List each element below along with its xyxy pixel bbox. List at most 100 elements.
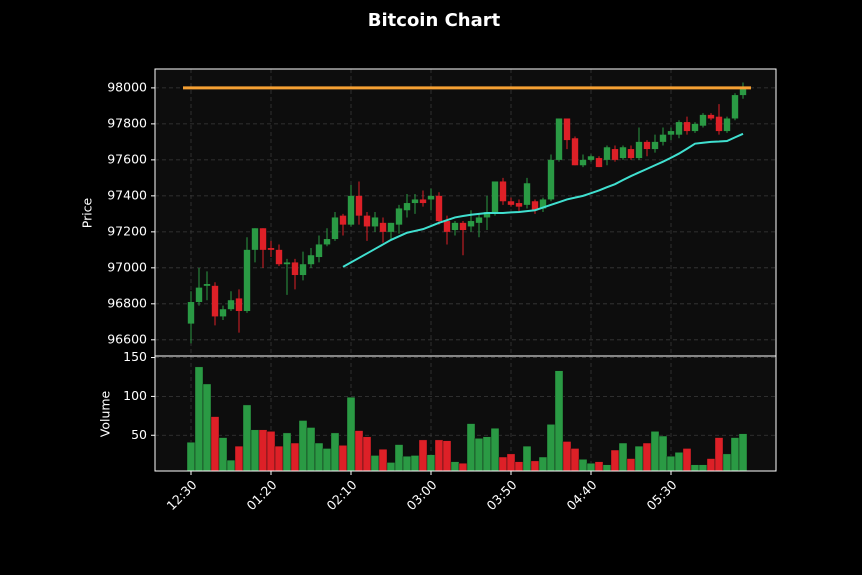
volume-bar [298, 420, 308, 472]
candle-body [475, 217, 483, 223]
volume-bar [490, 428, 500, 472]
volume-frame [154, 355, 777, 472]
y-tick-label: 97400 [107, 187, 147, 202]
volume-bar [514, 461, 524, 472]
candle-body [443, 221, 451, 232]
volume-bar [458, 463, 468, 472]
candle-body [547, 159, 555, 200]
candle-body [731, 95, 739, 119]
candle-body [627, 149, 635, 159]
candle-body [275, 249, 283, 265]
volume-bar [346, 396, 356, 472]
volume-bar [386, 462, 396, 472]
candle-body [379, 222, 387, 232]
volume-bar [658, 435, 668, 472]
candle-body [435, 195, 443, 222]
candle-body [299, 264, 307, 276]
candle-body [539, 199, 547, 209]
volume-bar [306, 427, 316, 472]
volume-bar [706, 458, 716, 472]
volume-bar [538, 456, 548, 472]
y-tick-label: 50 [131, 427, 147, 442]
candle-body [571, 138, 579, 166]
volume-bar [218, 437, 228, 472]
candle-body [643, 141, 651, 150]
volume-bar [698, 464, 708, 472]
candle-body [395, 208, 403, 225]
y-tick-label: 97800 [107, 115, 147, 130]
volume-bar [570, 448, 580, 472]
candle-body [195, 287, 203, 303]
candle-body [611, 149, 619, 160]
candle-body [187, 302, 195, 324]
volume-bar [610, 449, 620, 472]
volume-bar [418, 439, 428, 472]
volume-bar [522, 445, 532, 472]
volume-bar [242, 404, 252, 472]
candle-body [691, 123, 699, 132]
candle-body [699, 114, 707, 126]
candle-body [363, 215, 371, 227]
candle-body [587, 156, 595, 160]
volume-bar [410, 455, 420, 472]
volume-bar [210, 416, 220, 472]
candle-body [739, 87, 747, 96]
volume-bar [618, 442, 628, 472]
candle-body [467, 221, 475, 227]
volume-bar [226, 459, 236, 472]
volume-bar [634, 445, 644, 472]
volume-bar [322, 448, 332, 472]
candle-body [595, 158, 603, 168]
candle-body [619, 147, 627, 159]
candle-body [315, 244, 323, 258]
y-tick-label: 96600 [107, 331, 147, 346]
volume-bar [482, 436, 492, 472]
volume-bar [250, 429, 260, 472]
candle-body [203, 284, 211, 286]
candle-body [603, 147, 611, 160]
chart-title: Bitcoin Chart [368, 10, 501, 31]
candle-body [659, 134, 667, 142]
volume-bar [586, 463, 596, 472]
volume-bar [474, 438, 484, 472]
volume-bar [314, 442, 324, 472]
candle-body [515, 203, 523, 207]
candle-body [707, 114, 715, 119]
candle-body [491, 181, 499, 213]
volume-bar [330, 432, 340, 472]
candle-body [211, 285, 219, 317]
candle-body [563, 118, 571, 141]
volume-bar [642, 442, 652, 472]
candle-body [283, 262, 291, 265]
volume-bar [354, 430, 364, 472]
y-tick-label: 96800 [107, 295, 147, 310]
volume-axis-label: Volume [98, 390, 113, 437]
candle-body [675, 122, 683, 135]
volume-bar [450, 461, 460, 472]
candle-body [307, 255, 315, 265]
volume-bar [530, 460, 540, 472]
volume-bar [738, 433, 748, 472]
candle-body [555, 118, 563, 160]
volume-bar [290, 442, 300, 472]
y-axis-label: Price [80, 197, 95, 228]
volume-bar [682, 448, 692, 472]
volume-bar [722, 453, 732, 472]
volume-bar [370, 455, 380, 472]
candle-body [483, 212, 491, 218]
candle-body [523, 183, 531, 205]
volume-bar [650, 431, 660, 472]
volume-bar [546, 424, 556, 472]
volume-bar [402, 456, 412, 472]
y-tick-label: 97200 [107, 223, 147, 238]
candle-body [347, 195, 355, 225]
volume-bar [578, 459, 588, 472]
moving-average-line [342, 132, 744, 268]
volume-bar [466, 423, 476, 472]
volume-bar [442, 440, 452, 472]
candle-body [331, 217, 339, 240]
candle-body [531, 201, 539, 211]
candle-body [227, 300, 235, 310]
volume-bar [690, 464, 700, 472]
